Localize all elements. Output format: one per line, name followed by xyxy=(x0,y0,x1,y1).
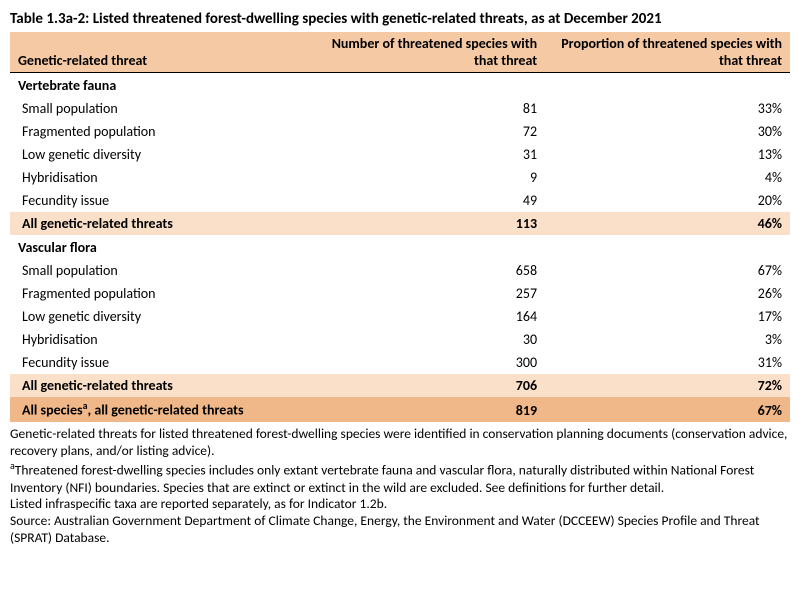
table-row: Low genetic diversity3113% xyxy=(10,143,790,166)
row-count: 257 xyxy=(300,282,545,305)
row-label: Fragmented population xyxy=(10,282,300,305)
row-label: Fecundity issue xyxy=(10,351,300,374)
row-count: 31 xyxy=(300,143,545,166)
header-row: Genetic-related threat Number of threate… xyxy=(10,32,790,73)
subtotal-label: All genetic-related threats xyxy=(10,212,300,235)
footnotes: Genetic-related threats for listed threa… xyxy=(10,426,790,547)
subtotal-count: 113 xyxy=(300,212,545,235)
row-label: Fragmented population xyxy=(10,120,300,143)
row-prop: 30% xyxy=(545,120,790,143)
grandtotal-count: 819 xyxy=(300,397,545,422)
row-label: Fecundity issue xyxy=(10,189,300,212)
row-label: Hybridisation xyxy=(10,166,300,189)
row-label: Low genetic diversity xyxy=(10,143,300,166)
row-prop: 33% xyxy=(545,97,790,120)
row-label: Low genetic diversity xyxy=(10,305,300,328)
subtotal-label: All genetic-related threats xyxy=(10,374,300,397)
row-prop: 17% xyxy=(545,305,790,328)
row-count: 658 xyxy=(300,259,545,282)
subtotal-prop: 46% xyxy=(545,212,790,235)
table-row: Fragmented population25726% xyxy=(10,282,790,305)
footnote-4: Source: Australian Government Department… xyxy=(10,513,790,547)
table-row: Hybridisation303% xyxy=(10,328,790,351)
row-prop: 26% xyxy=(545,282,790,305)
header-threat: Genetic-related threat xyxy=(10,32,300,73)
grandtotal-prop: 67% xyxy=(545,397,790,422)
table-row: Low genetic diversity16417% xyxy=(10,305,790,328)
row-count: 300 xyxy=(300,351,545,374)
row-count: 72 xyxy=(300,120,545,143)
subtotal-row: All genetic-related threats70672% xyxy=(10,374,790,397)
header-count: Number of threatened species with that t… xyxy=(300,32,545,73)
row-prop: 31% xyxy=(545,351,790,374)
row-prop: 3% xyxy=(545,328,790,351)
row-prop: 20% xyxy=(545,189,790,212)
row-label: Small population xyxy=(10,97,300,120)
table-row: Hybridisation94% xyxy=(10,166,790,189)
section-label: Vascular flora xyxy=(10,235,790,259)
grandtotal-row: All speciesa, all genetic-related threat… xyxy=(10,397,790,422)
subtotal-row: All genetic-related threats11346% xyxy=(10,212,790,235)
grandtotal-label: All speciesa, all genetic-related threat… xyxy=(10,397,300,422)
row-prop: 13% xyxy=(545,143,790,166)
table-row: Fecundity issue4920% xyxy=(10,189,790,212)
row-count: 30 xyxy=(300,328,545,351)
footnote-2: aThreatened forest-dwelling species incl… xyxy=(10,460,790,496)
row-label: Small population xyxy=(10,259,300,282)
header-proportion: Proportion of threatened species with th… xyxy=(545,32,790,73)
table-row: Small population8133% xyxy=(10,97,790,120)
threats-table: Genetic-related threat Number of threate… xyxy=(10,32,790,422)
subtotal-count: 706 xyxy=(300,374,545,397)
row-count: 9 xyxy=(300,166,545,189)
section-header: Vascular flora xyxy=(10,235,790,259)
row-prop: 67% xyxy=(545,259,790,282)
row-count: 49 xyxy=(300,189,545,212)
table-title: Table 1.3a-2: Listed threatened forest-d… xyxy=(10,10,799,28)
table-row: Small population65867% xyxy=(10,259,790,282)
section-header: Vertebrate fauna xyxy=(10,73,790,98)
section-label: Vertebrate fauna xyxy=(10,73,790,98)
table-row: Fragmented population7230% xyxy=(10,120,790,143)
row-count: 81 xyxy=(300,97,545,120)
row-count: 164 xyxy=(300,305,545,328)
row-prop: 4% xyxy=(545,166,790,189)
table-row: Fecundity issue30031% xyxy=(10,351,790,374)
subtotal-prop: 72% xyxy=(545,374,790,397)
footnote-3: Listed infraspecific taxa are reported s… xyxy=(10,496,790,513)
row-label: Hybridisation xyxy=(10,328,300,351)
footnote-1: Genetic-related threats for listed threa… xyxy=(10,426,790,460)
